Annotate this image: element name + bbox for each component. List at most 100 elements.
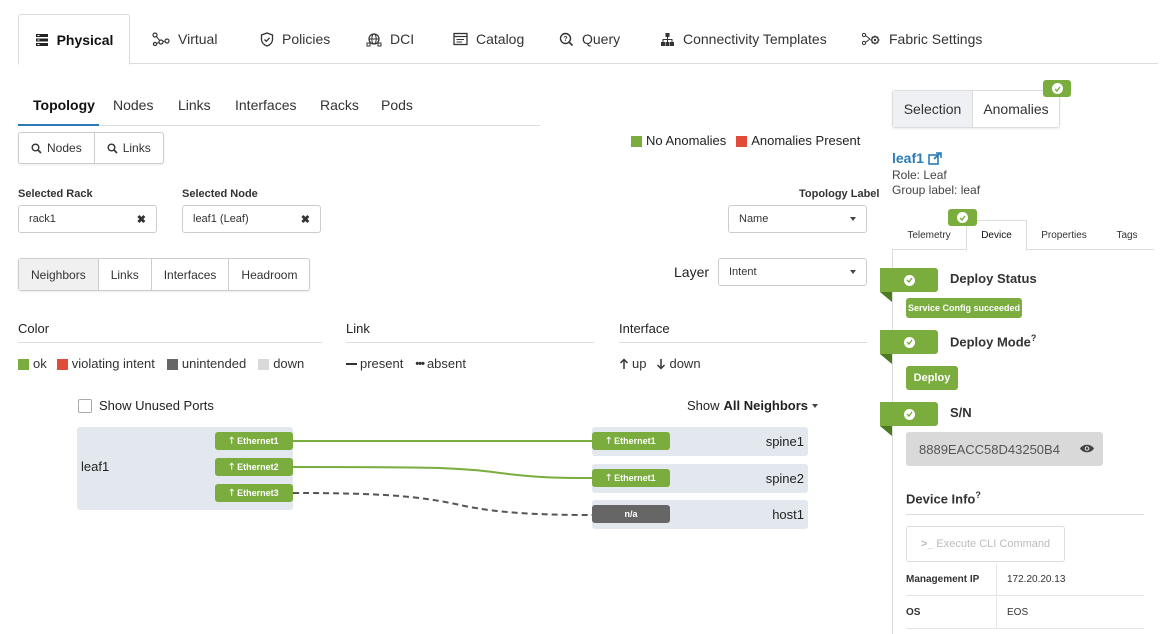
selected-node-value: leaf1 (Leaf) — [193, 213, 249, 225]
tab-properties[interactable]: Properties — [1041, 229, 1087, 241]
show-neighbors-value: All Neighbors — [723, 398, 809, 413]
legend-violating-intent: violating intent — [56, 356, 155, 371]
serial-value: 8889EACC58D43250B4 — [919, 441, 1060, 457]
search-icon — [31, 143, 42, 154]
serial-field[interactable]: 8889EACC58D43250B4 — [906, 432, 1103, 466]
device-ok-badge — [948, 209, 977, 226]
tab-nodes[interactable]: Nodes — [113, 97, 154, 113]
tab-virtual[interactable]: Virtual — [138, 14, 231, 64]
legend-swatch — [631, 136, 642, 148]
tab-tags[interactable]: Tags — [1116, 229, 1138, 241]
topology-label-value: Name — [739, 213, 769, 225]
tab-racks[interactable]: Racks — [320, 97, 359, 113]
selected-node-label: Selected Node — [182, 188, 258, 200]
topology-node-spine1[interactable]: spine1 — [592, 427, 808, 456]
selected-rack-value: rack1 — [29, 213, 56, 225]
neighbor-port-spine2[interactable]: 🡑 Ethernet1 — [592, 469, 670, 487]
right-panel-tabs: Selection Anomalies — [892, 90, 1060, 128]
tab-catalog[interactable]: Catalog — [439, 14, 538, 64]
view-interfaces-button[interactable]: Interfaces — [152, 259, 230, 290]
legend-swatch — [166, 359, 178, 371]
tab-dci[interactable]: DCI — [352, 14, 428, 64]
eye-icon[interactable] — [1079, 443, 1095, 454]
hierarchy-icon — [660, 32, 675, 47]
deploy-status-flag — [880, 268, 938, 302]
tab-interfaces[interactable]: Interfaces — [235, 97, 297, 113]
info-row: Management IP 172.20.20.13 — [906, 563, 1144, 596]
panel-border — [892, 250, 893, 634]
tab-topology[interactable]: Topology — [18, 92, 99, 126]
info-key: Management IP — [906, 574, 980, 585]
legend-swatch — [258, 359, 270, 371]
tab-telemetry[interactable]: Telemetry — [907, 229, 951, 241]
info-value: EOS — [1007, 607, 1029, 618]
selected-rack-label: Selected Rack — [18, 188, 93, 200]
search-links-label: Links — [122, 141, 151, 155]
arrow-up-icon: 🡑 — [229, 487, 235, 497]
deploy-mode-badge[interactable]: Deploy — [906, 366, 958, 390]
clear-icon[interactable]: ✖ — [300, 213, 310, 226]
show-neighbors-dropdown[interactable]: Show All Neighbors — [687, 398, 819, 413]
show-unused-ports-checkbox[interactable] — [78, 398, 92, 413]
tab-label: Query — [582, 31, 621, 47]
tab-anomalies[interactable]: Anomalies — [983, 101, 1049, 117]
tab-links[interactable]: Links — [178, 97, 211, 113]
topology-label-select[interactable]: Name — [728, 205, 867, 233]
search-links-button[interactable]: Links — [95, 133, 163, 163]
legend-no-anomalies: No Anomalies — [631, 133, 726, 148]
node-group-label: Group label: leaf — [892, 183, 981, 197]
node-name-link[interactable]: leaf1 — [892, 150, 942, 166]
layer-value: Intent — [729, 266, 757, 278]
show-unused-ports[interactable]: Show Unused Ports — [78, 398, 214, 413]
link-ethernet2-spine2[interactable] — [292, 466, 593, 479]
external-link-icon[interactable] — [928, 151, 942, 165]
port-ethernet2[interactable]: 🡑 Ethernet2 — [215, 458, 293, 476]
execute-cli-label: Execute CLI Command — [936, 538, 1051, 550]
arrow-up-icon: 🡑 — [606, 435, 612, 445]
tab-device[interactable]: Device — [966, 220, 1027, 251]
info-divider — [996, 563, 997, 596]
tab-connectivity-templates[interactable]: Connectivity Templates — [646, 14, 841, 64]
layer-select[interactable]: Intent — [718, 258, 867, 286]
execute-cli-button[interactable]: >_ Execute CLI Command — [906, 526, 1065, 562]
deploy-mode-title: Deploy Mode? — [950, 333, 1037, 350]
neighbor-port-spine1[interactable]: 🡑 Ethernet1 — [592, 432, 670, 450]
tab-selection[interactable]: Selection — [893, 91, 973, 127]
chevron-down-icon — [850, 270, 856, 274]
info-value: 172.20.20.13 — [1007, 574, 1066, 585]
globe-icon — [366, 32, 382, 47]
tab-query[interactable]: ? Query — [545, 14, 634, 64]
search-icon — [107, 143, 118, 154]
color-legend: ok violating intent unintended down — [18, 356, 304, 371]
port-ethernet1[interactable]: 🡑 Ethernet1 — [215, 432, 293, 450]
neighbor-port-host1[interactable]: n/a — [592, 505, 670, 523]
view-headroom-button[interactable]: Headroom — [241, 267, 298, 282]
legend-swatch — [736, 136, 748, 148]
view-links-button[interactable]: Links — [99, 259, 152, 290]
legend-unintended: unintended — [166, 356, 246, 371]
port-ethernet3[interactable]: 🡑 Ethernet3 — [215, 484, 293, 502]
node-label: host1 — [772, 507, 804, 522]
anomalies-ok-badge — [1043, 80, 1071, 97]
search-nodes-button[interactable]: Nodes — [19, 133, 95, 163]
solid-line-icon — [346, 362, 357, 365]
link-ethernet3-host1[interactable] — [292, 492, 593, 516]
check-icon — [1051, 83, 1063, 94]
tab-policies[interactable]: Policies — [246, 14, 344, 64]
arrow-down-icon — [656, 358, 666, 370]
info-key: OS — [906, 607, 921, 618]
network-nodes-icon — [152, 32, 170, 46]
tab-physical[interactable]: Physical — [18, 14, 130, 65]
selected-rack-field[interactable]: rack1 ✖ — [18, 205, 157, 233]
legend-present: present — [346, 356, 403, 371]
help-icon[interactable]: ? — [975, 490, 981, 500]
help-icon[interactable]: ? — [1030, 333, 1037, 343]
tab-pods[interactable]: Pods — [381, 97, 413, 113]
clear-icon[interactable]: ✖ — [136, 213, 146, 226]
topology-label-label: Topology Label — [799, 188, 880, 200]
selected-node-field[interactable]: leaf1 (Leaf) ✖ — [182, 205, 321, 233]
view-neighbors-button[interactable]: Neighbors — [19, 259, 99, 290]
chevron-down-icon — [850, 217, 856, 221]
tab-fabric-settings[interactable]: Fabric Settings — [847, 14, 996, 64]
tab-label: Catalog — [476, 31, 525, 47]
